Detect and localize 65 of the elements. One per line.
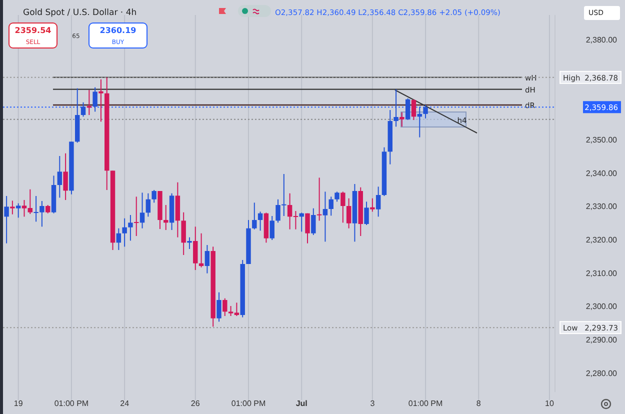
candlestick xyxy=(187,236,192,250)
candlestick xyxy=(204,244,210,274)
candlestick xyxy=(311,208,316,236)
candlestick xyxy=(63,152,68,200)
candlestick xyxy=(423,104,428,119)
candlestick xyxy=(405,98,410,120)
candlestick xyxy=(181,212,186,256)
candlestick xyxy=(222,298,228,316)
candlestick xyxy=(411,98,416,120)
candlestick xyxy=(146,192,151,218)
candlestick xyxy=(152,190,156,204)
y-tick-label: 2,280.00 xyxy=(586,368,618,378)
candlestick xyxy=(299,212,304,232)
candlestick xyxy=(10,200,15,215)
candlestick xyxy=(92,86,98,112)
candlestick xyxy=(252,202,257,230)
candlestick xyxy=(193,226,198,270)
candlestick xyxy=(346,198,352,229)
x-tick-label: Jul xyxy=(296,399,308,408)
candlestick xyxy=(340,191,346,224)
annotation: 2360.19 xyxy=(100,26,137,35)
candlestick xyxy=(128,214,133,242)
candlestick xyxy=(140,192,145,229)
x-tick-label: 26 xyxy=(190,399,200,408)
candlestick xyxy=(334,191,340,202)
x-tick-label: 01:00 PM xyxy=(408,399,443,408)
candlestick xyxy=(57,156,62,198)
y-tick-label: 2,340.00 xyxy=(586,168,618,178)
candlestick xyxy=(122,218,127,248)
candlestick xyxy=(328,196,334,216)
candlestick xyxy=(216,292,222,322)
candlestick xyxy=(98,78,104,122)
x-tick-label: 10 xyxy=(545,399,554,408)
y-tick-label: 2,310.00 xyxy=(586,268,618,278)
x-tick-label: 01:00 PM xyxy=(231,399,266,408)
candlestick xyxy=(376,186,381,218)
candlestick xyxy=(316,177,322,222)
candlestick xyxy=(400,112,404,128)
candlestick xyxy=(305,212,310,244)
x-tick-label: 24 xyxy=(120,399,130,408)
candlestick xyxy=(134,196,139,236)
x-tick-label: 3 xyxy=(370,399,376,408)
candlestick xyxy=(258,211,263,232)
candlestick xyxy=(80,102,86,118)
annotation: 2359.54 xyxy=(14,26,52,35)
candlestick xyxy=(364,201,369,226)
candlestick xyxy=(198,232,204,268)
candlestick xyxy=(116,228,122,250)
x-tick-label: 19 xyxy=(14,399,24,408)
y-tick-label: 2,300.00 xyxy=(586,302,618,312)
y-tick-label: 2,350.00 xyxy=(586,136,618,145)
y-tick-label: 2,330.00 xyxy=(586,202,618,212)
candlestick xyxy=(370,198,375,212)
x-tick-label: 01:00 PM xyxy=(54,399,89,408)
candlestick xyxy=(270,216,274,240)
y-tick-label: 2,290.00 xyxy=(586,336,618,345)
x-tick-label: 8 xyxy=(476,399,482,408)
candlestick xyxy=(394,88,398,128)
chart-title: Gold Spot / U.S. Dollar · 4h xyxy=(23,8,137,18)
y-tick-label: 2,320.00 xyxy=(586,236,618,245)
y-tick-label: 2,380.00 xyxy=(586,36,618,45)
candlestick xyxy=(164,204,168,230)
candlestick xyxy=(4,196,9,244)
candlestick xyxy=(322,191,328,242)
candlestick xyxy=(16,202,21,218)
